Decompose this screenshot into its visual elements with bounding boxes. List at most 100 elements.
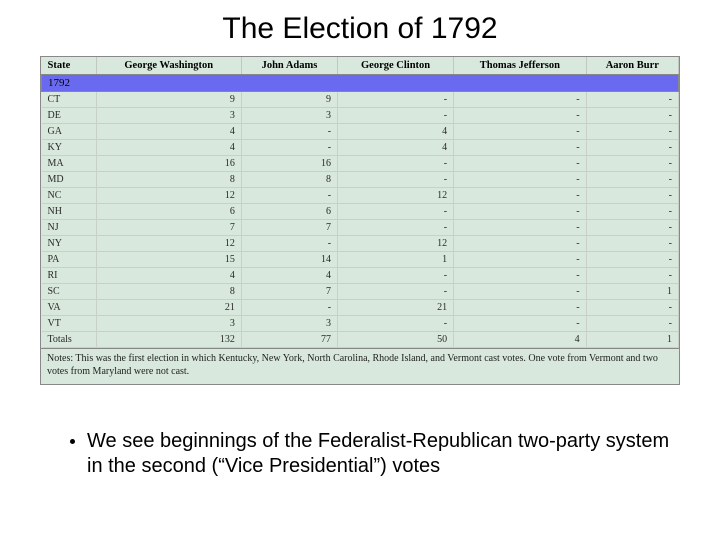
cell-ab: - (586, 204, 678, 220)
cell-gc: - (338, 284, 454, 300)
cell-ja: 9 (241, 92, 337, 108)
table-header: State George Washington John Adams Georg… (42, 57, 679, 75)
cell-tj: - (454, 92, 587, 108)
cell-tj: - (454, 172, 587, 188)
bullet-text: We see beginnings of the Federalist-Repu… (87, 429, 670, 479)
table-row: VA21-21-- (42, 300, 679, 316)
cell-tj: - (454, 188, 587, 204)
cell-ab: - (586, 220, 678, 236)
cell-state: NY (42, 236, 97, 252)
cell-ab: 1 (586, 284, 678, 300)
cell-tj: - (454, 316, 587, 332)
cell-ja: - (241, 236, 337, 252)
cell-tj: - (454, 236, 587, 252)
table-row: DE33--- (42, 108, 679, 124)
table-body: CT99---DE33---GA4-4--KY4-4--MA1616---MD8… (42, 92, 679, 348)
bullet-item: We see beginnings of the Federalist-Repu… (70, 429, 670, 479)
cell-gc: - (338, 92, 454, 108)
cell-gw: 8 (96, 284, 241, 300)
col-washington: George Washington (96, 57, 241, 75)
cell-gw: 12 (96, 236, 241, 252)
cell-gw: 15 (96, 252, 241, 268)
cell-gc: 12 (338, 236, 454, 252)
cell-ab: - (586, 236, 678, 252)
table-row: CT99--- (42, 92, 679, 108)
cell-gc: - (338, 220, 454, 236)
cell-ja: - (241, 140, 337, 156)
cell-ab: - (586, 108, 678, 124)
table-notes: Notes: This was the first election in wh… (41, 348, 679, 384)
table-row: KY4-4-- (42, 140, 679, 156)
table-row: RI44--- (42, 268, 679, 284)
bullet-dot-icon (70, 439, 75, 444)
cell-gc: - (338, 268, 454, 284)
table-year: 1792 (42, 75, 679, 92)
table-row: NJ77--- (42, 220, 679, 236)
cell-state: NJ (42, 220, 97, 236)
table-totals-row: Totals132775041 (42, 332, 679, 348)
cell-ja: 8 (241, 172, 337, 188)
cell-gw: 4 (96, 124, 241, 140)
cell-tj: - (454, 108, 587, 124)
col-state: State (42, 57, 97, 75)
cell-state: RI (42, 268, 97, 284)
cell-state: GA (42, 124, 97, 140)
cell-ja: - (241, 124, 337, 140)
cell-ab: - (586, 124, 678, 140)
table-row: VT33--- (42, 316, 679, 332)
cell-gw: 9 (96, 92, 241, 108)
cell-gc: - (338, 204, 454, 220)
cell-ab: - (586, 252, 678, 268)
cell-tj: - (454, 124, 587, 140)
cell-gc: - (338, 156, 454, 172)
cell-ab: - (586, 188, 678, 204)
cell-ab: - (586, 300, 678, 316)
election-table-container: 1792 State George Washington John Adams … (40, 56, 680, 385)
cell-ja: - (241, 300, 337, 316)
cell-state: SC (42, 284, 97, 300)
cell-state: NH (42, 204, 97, 220)
cell-state: DE (42, 108, 97, 124)
cell-gc: 21 (338, 300, 454, 316)
table-row: NH66--- (42, 204, 679, 220)
col-burr: Aaron Burr (586, 57, 678, 75)
election-table: 1792 State George Washington John Adams … (41, 57, 679, 348)
totals-gw: 132 (96, 332, 241, 348)
cell-ja: 3 (241, 316, 337, 332)
cell-ja: 14 (241, 252, 337, 268)
cell-state: KY (42, 140, 97, 156)
cell-ja: 6 (241, 204, 337, 220)
table-row: MA1616--- (42, 156, 679, 172)
cell-gc: - (338, 172, 454, 188)
cell-state: MD (42, 172, 97, 188)
totals-state: Totals (42, 332, 97, 348)
cell-ab: - (586, 140, 678, 156)
cell-state: MA (42, 156, 97, 172)
cell-ab: - (586, 268, 678, 284)
table-year-row: 1792 (42, 75, 679, 92)
cell-ab: - (586, 92, 678, 108)
totals-ja: 77 (241, 332, 337, 348)
cell-state: CT (42, 92, 97, 108)
cell-tj: - (454, 284, 587, 300)
cell-gc: - (338, 108, 454, 124)
cell-gw: 21 (96, 300, 241, 316)
cell-gw: 8 (96, 172, 241, 188)
cell-gw: 3 (96, 316, 241, 332)
cell-tj: - (454, 252, 587, 268)
col-adams: John Adams (241, 57, 337, 75)
cell-ab: - (586, 172, 678, 188)
totals-ab: 1 (586, 332, 678, 348)
cell-gw: 7 (96, 220, 241, 236)
totals-tj: 4 (454, 332, 587, 348)
cell-gw: 4 (96, 268, 241, 284)
cell-gw: 3 (96, 108, 241, 124)
slide-title: The Election of 1792 (40, 12, 680, 46)
cell-state: VA (42, 300, 97, 316)
cell-gc: - (338, 316, 454, 332)
cell-tj: - (454, 220, 587, 236)
cell-gc: 12 (338, 188, 454, 204)
cell-tj: - (454, 204, 587, 220)
cell-gc: 4 (338, 124, 454, 140)
cell-tj: - (454, 268, 587, 284)
